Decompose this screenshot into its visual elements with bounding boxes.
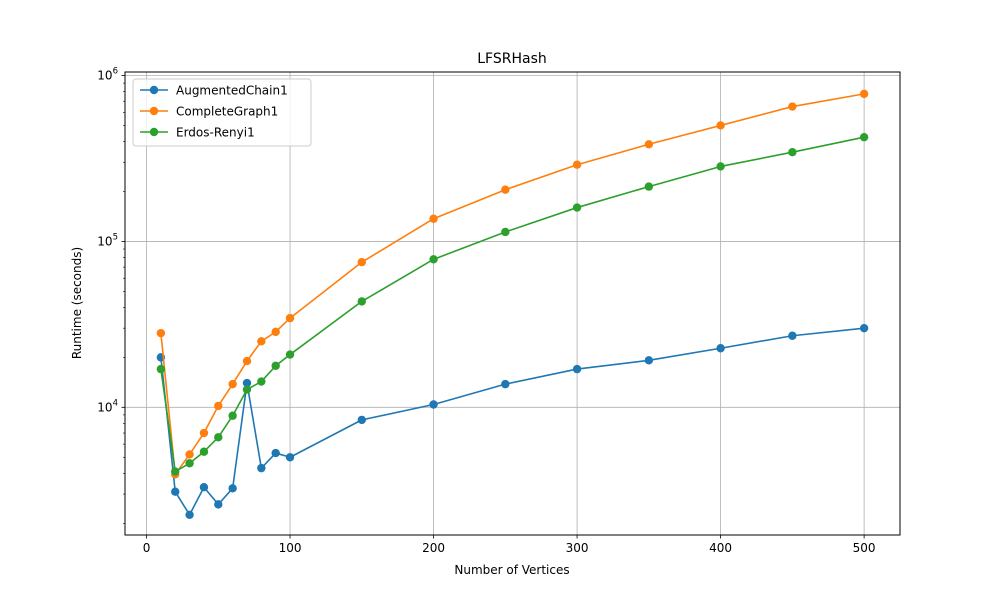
x-tick-label: 500	[853, 541, 876, 555]
legend-label: CompleteGraph1	[176, 105, 278, 119]
data-point	[501, 227, 510, 237]
data-point	[214, 433, 223, 442]
legend-marker	[149, 127, 159, 137]
legend-label: Erdos-Renyi1	[176, 126, 255, 140]
x-tick-label: 100	[279, 541, 302, 555]
data-point	[171, 467, 180, 476]
chart-title: LFSRHash	[477, 51, 547, 67]
data-point	[185, 450, 194, 459]
x-tick-label: 200	[422, 541, 445, 555]
series-layer	[156, 89, 869, 520]
data-point	[716, 344, 725, 353]
data-point	[271, 327, 280, 337]
x-axis-label: Number of Vertices	[454, 563, 569, 577]
series-CompleteGraph1	[156, 89, 869, 479]
data-point	[859, 89, 869, 99]
data-point	[171, 487, 180, 496]
plot-frame	[124, 71, 901, 536]
legend-item: CompleteGraph1	[140, 105, 278, 119]
legend-item: Erdos-Renyi1	[140, 126, 255, 140]
data-point	[214, 401, 223, 411]
data-point	[859, 132, 869, 142]
y-tick-label: 104	[97, 398, 118, 414]
data-point	[572, 160, 582, 169]
data-point	[501, 379, 510, 389]
data-point	[572, 203, 582, 212]
data-point	[228, 484, 237, 493]
data-point	[199, 447, 209, 456]
data-point	[716, 162, 725, 171]
data-point	[644, 182, 654, 191]
data-point	[271, 448, 280, 458]
legend-box	[132, 78, 312, 147]
data-point	[501, 185, 510, 194]
data-point	[285, 313, 295, 323]
data-point	[788, 102, 797, 111]
y-axis-label: Runtime (seconds)	[70, 247, 84, 359]
y-tick-label: 106	[97, 67, 118, 83]
x-tick-label: 300	[566, 541, 589, 555]
data-point	[228, 411, 237, 420]
data-point	[156, 364, 166, 374]
y-axis-ticks: 104 105 106	[97, 67, 125, 524]
data-point	[716, 121, 725, 130]
data-point	[285, 350, 295, 359]
legend: AugmentedChain1 CompleteGraph1 Erdos-Renyi…	[132, 78, 312, 147]
x-axis-ticks: 0 100 200 300 400 500	[143, 535, 876, 555]
data-point	[228, 379, 237, 389]
data-point	[357, 257, 367, 267]
data-point	[185, 459, 194, 468]
data-point	[199, 483, 209, 492]
legend-marker	[149, 85, 159, 95]
data-point	[257, 337, 266, 346]
data-point	[214, 500, 223, 509]
data-point	[644, 140, 654, 149]
series-Erdos-Renyi1	[156, 132, 869, 476]
data-point	[357, 415, 367, 425]
legend-marker	[149, 106, 159, 116]
data-point	[788, 147, 797, 157]
data-point	[156, 328, 166, 338]
data-point	[257, 463, 266, 473]
legend-item: AugmentedChain1	[140, 84, 288, 98]
data-point	[572, 364, 582, 374]
data-point	[257, 377, 266, 386]
data-point	[242, 385, 252, 394]
data-point	[199, 428, 209, 438]
data-point	[242, 378, 252, 388]
data-point	[788, 331, 797, 340]
y-tick-label: 105	[97, 232, 118, 248]
data-point	[285, 453, 295, 462]
data-point	[429, 214, 438, 223]
data-point	[644, 356, 654, 365]
legend-label: AugmentedChain1	[176, 84, 288, 98]
x-tick-label: 0	[143, 541, 151, 555]
series-line	[160, 327, 865, 516]
data-point	[185, 510, 194, 520]
x-tick-label: 400	[709, 541, 732, 555]
data-point	[429, 255, 438, 264]
data-point	[242, 356, 252, 366]
data-point	[429, 400, 438, 409]
grid-lines	[125, 72, 900, 535]
data-point	[271, 361, 280, 370]
series-line	[160, 93, 865, 476]
data-point	[859, 323, 869, 333]
data-point	[357, 297, 367, 306]
